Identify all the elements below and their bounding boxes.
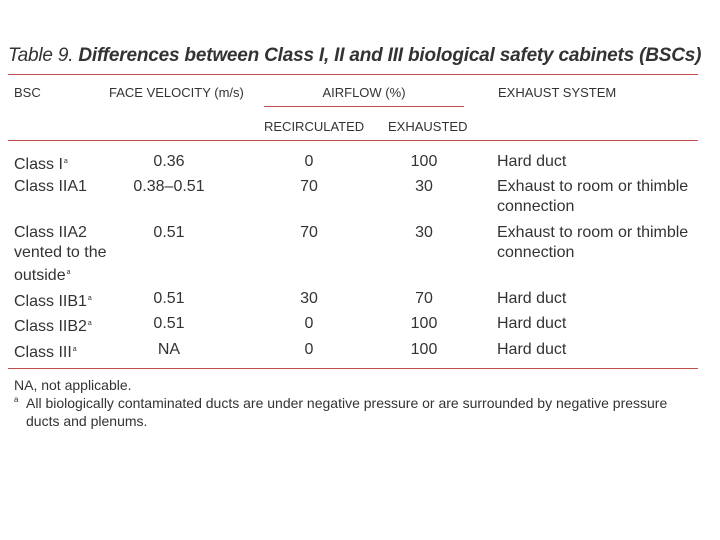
cell-exhaust-line: Exhaust to room or thimble [497, 224, 689, 241]
table-bottom-rule [8, 368, 698, 369]
cell-exhausted: 100 [410, 341, 438, 358]
table-title: Table 9. Differences between Class I, II… [8, 45, 701, 67]
header-face-velocity: FACE VELOCITY (m/s) [109, 85, 244, 100]
cell-recirculated: 0 [304, 341, 314, 358]
cell-bsc-line: vented to the [14, 244, 107, 261]
cell-face-velocity: 0.38–0.51 [133, 178, 205, 195]
header-exhaust-system: EXHAUST SYSTEM [498, 85, 617, 100]
footnote-a: All biologically contaminated ducts are … [26, 395, 668, 411]
header-exhausted: EXHAUSTED [388, 119, 468, 134]
footnote-mark: a [14, 395, 19, 404]
cell-bsc: Class IIIa [14, 340, 114, 363]
cell-bsc-line: Class IIB1a [14, 293, 92, 310]
cell-exhaust-system: Exhaust to room or thimble connection [497, 223, 712, 263]
cell-exhaust-line: Hard duct [497, 315, 567, 332]
cell-exhausted: 30 [415, 178, 433, 195]
cell-exhaust-line: Hard duct [497, 341, 567, 358]
cell-recirculated: 70 [300, 224, 318, 241]
cell-bsc: Class IIB1a [14, 289, 114, 312]
cell-face-velocity: 0.51 [153, 315, 185, 332]
cell-face-velocity: 0.51 [153, 290, 185, 307]
cell-bsc-line: Class IIA1 [14, 178, 87, 195]
cell-exhaust-line: connection [497, 244, 575, 261]
title-rule [8, 74, 698, 75]
cell-recirculated: 0 [304, 153, 314, 170]
cell-face-velocity: 0.36 [153, 153, 185, 170]
cell-bsc-line: Class IIB2a [14, 318, 92, 335]
cell-bsc: Class IIA2 vented to the outsidea [14, 223, 114, 286]
cell-recirculated: 30 [300, 290, 318, 307]
cell-face-velocity: NA [157, 341, 181, 358]
cell-face-velocity: 0.51 [153, 224, 185, 241]
cell-exhausted: 30 [415, 224, 433, 241]
cell-exhausted: 100 [410, 315, 438, 332]
cell-bsc-line: Class Ia [14, 156, 68, 173]
footnote-na: NA, not applicable. [14, 377, 132, 393]
header-airflow: AIRFLOW (%) [322, 85, 406, 100]
cell-exhaust-system: Hard duct [497, 152, 712, 172]
cell-exhaust-system: Hard duct [497, 289, 712, 309]
table-number: Table 9. [8, 45, 74, 66]
cell-bsc-line: outsidea [14, 267, 71, 284]
footnote-marker: a [63, 158, 68, 165]
airflow-rule [264, 106, 464, 107]
cell-bsc: Class Ia [14, 152, 114, 175]
header-recirculated: RECIRCULATED [264, 119, 365, 134]
cell-exhausted: 70 [415, 290, 433, 307]
footnote-marker: a [87, 320, 92, 327]
cell-bsc: Class IIB2a [14, 314, 114, 337]
footnote-marker: a [66, 269, 71, 276]
cell-exhausted: 100 [410, 153, 438, 170]
cell-bsc: Class IIA1 [14, 177, 114, 197]
footnote-a-continued: ducts and plenums. [26, 413, 148, 429]
footnote-marker: a [87, 295, 92, 302]
cell-exhaust-line: Exhaust to room or thimble [497, 178, 689, 195]
cell-exhaust-system: Hard duct [497, 314, 712, 334]
header-bsc: BSC [14, 85, 41, 100]
cell-exhaust-system: Exhaust to room or thimble connection [497, 177, 712, 217]
cell-bsc-line: Class IIA2 [14, 224, 87, 241]
footnote-marker: a [72, 346, 77, 353]
cell-recirculated: 0 [304, 315, 314, 332]
cell-exhaust-line: Hard duct [497, 290, 567, 307]
cell-exhaust-line: Hard duct [497, 153, 567, 170]
cell-bsc-line: Class IIIa [14, 344, 77, 361]
cell-exhaust-system: Hard duct [497, 340, 712, 360]
header-rule [8, 140, 698, 141]
cell-exhaust-line: connection [497, 198, 575, 215]
cell-recirculated: 70 [300, 178, 318, 195]
table-title-text: Differences between Class I, II and III … [78, 45, 702, 66]
